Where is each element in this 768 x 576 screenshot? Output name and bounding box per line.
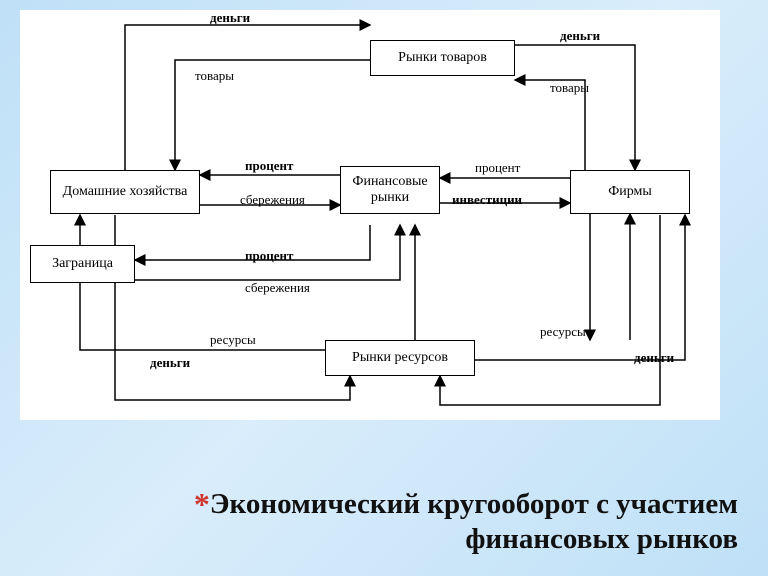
title-text: Экономический кругооборот с участием фин… xyxy=(210,488,738,555)
node-goods-market: Рынки товаров xyxy=(370,40,515,76)
diagram-canvas: Рынки товаров Домашние хозяйства Заграни… xyxy=(20,10,720,420)
label-interest: процент xyxy=(475,160,520,176)
label-money: деньги xyxy=(560,28,600,44)
label-money: деньги xyxy=(150,355,190,371)
node-label: Рынки ресурсов xyxy=(352,350,448,366)
node-label: Финансовые рынки xyxy=(343,174,437,206)
label-savings: сбережения xyxy=(240,192,305,208)
node-abroad: Заграница xyxy=(30,245,135,283)
slide-title: *Экономический кругооборот с участием фи… xyxy=(150,486,738,556)
node-households: Домашние хозяйства xyxy=(50,170,200,214)
node-label: Домашние хозяйства xyxy=(63,184,188,200)
label-goods: товары xyxy=(195,68,234,84)
node-label: Заграница xyxy=(52,256,113,272)
node-label: Рынки товаров xyxy=(398,50,487,66)
label-money: деньги xyxy=(210,10,250,26)
label-resources: ресурсы xyxy=(540,324,586,340)
node-resource-market: Рынки ресурсов xyxy=(325,340,475,376)
label-savings: сбережения xyxy=(245,280,310,296)
node-label: Фирмы xyxy=(608,184,652,200)
label-money: деньги xyxy=(634,350,674,366)
label-interest: процент xyxy=(245,158,293,174)
label-resources: ресурсы xyxy=(210,332,256,348)
node-financial-markets: Финансовые рынки xyxy=(340,166,440,214)
label-goods: товары xyxy=(550,80,589,96)
label-interest: процент xyxy=(245,248,293,264)
label-investment: инвестиции xyxy=(452,192,522,208)
node-firms: Фирмы xyxy=(570,170,690,214)
bullet-star-icon: * xyxy=(194,486,210,522)
